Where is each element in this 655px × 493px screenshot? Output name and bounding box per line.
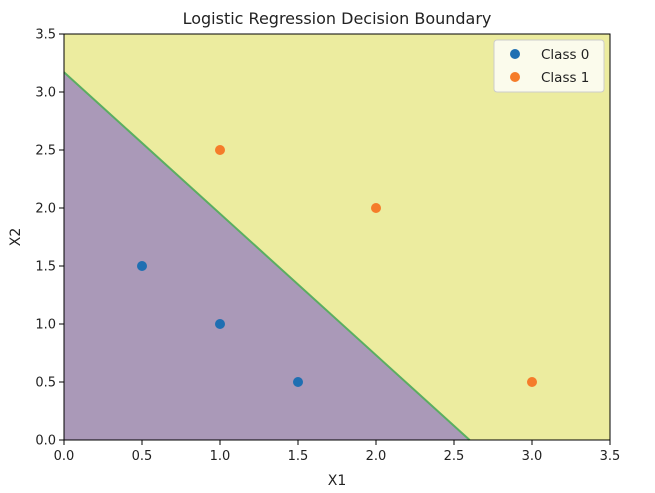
x-tick-label: 3.0 [522, 449, 543, 464]
y-tick-label: 3.5 [35, 28, 56, 43]
y-axis: 0.0 0.5 1.0 1.5 2.0 2.5 3.0 3.5 [35, 28, 64, 449]
legend: Class 0 Class 1 [493, 39, 605, 93]
x-tick-label: 1.5 [288, 449, 309, 464]
legend-label-class-1: Class 1 [541, 70, 589, 86]
class-1-point [371, 203, 381, 213]
class-1-point [215, 145, 225, 155]
x-tick-label: 0.5 [132, 449, 153, 464]
x-axis: 0.0 0.5 1.0 1.5 2.0 2.5 3.0 3.5 [54, 440, 621, 464]
legend-box [493, 39, 605, 93]
decision-boundary-line [63, 71, 471, 441]
x-tick-label: 2.0 [366, 449, 387, 464]
y-axis-label: X2 [8, 228, 24, 247]
class-0-point [215, 319, 225, 329]
x-tick-label: 2.5 [444, 449, 465, 464]
x-tick-label: 1.0 [210, 449, 231, 464]
legend-marker-class-1 [510, 72, 520, 82]
class-0-point [137, 261, 147, 271]
x-axis-label: X1 [328, 473, 347, 489]
y-tick-label: 0.0 [35, 434, 56, 449]
y-tick-label: 2.5 [35, 144, 56, 159]
y-tick-label: 3.0 [35, 86, 56, 101]
class-0-point [293, 377, 303, 387]
class-1-point [527, 377, 537, 387]
plot-area [63, 33, 611, 441]
region-class-1 [64, 34, 610, 440]
legend-label-class-0: Class 0 [541, 47, 589, 63]
plot-frame [63, 33, 611, 441]
legend-marker-class-0 [510, 49, 520, 59]
y-tick-label: 0.5 [35, 376, 56, 391]
x-tick-label: 3.5 [600, 449, 621, 464]
chart-title: Logistic Regression Decision Boundary [183, 9, 492, 28]
x-tick-label: 0.0 [54, 449, 75, 464]
y-tick-label: 1.5 [35, 260, 56, 275]
y-tick-label: 2.0 [35, 202, 56, 217]
data-points [137, 145, 537, 387]
y-tick-label: 1.0 [35, 318, 56, 333]
